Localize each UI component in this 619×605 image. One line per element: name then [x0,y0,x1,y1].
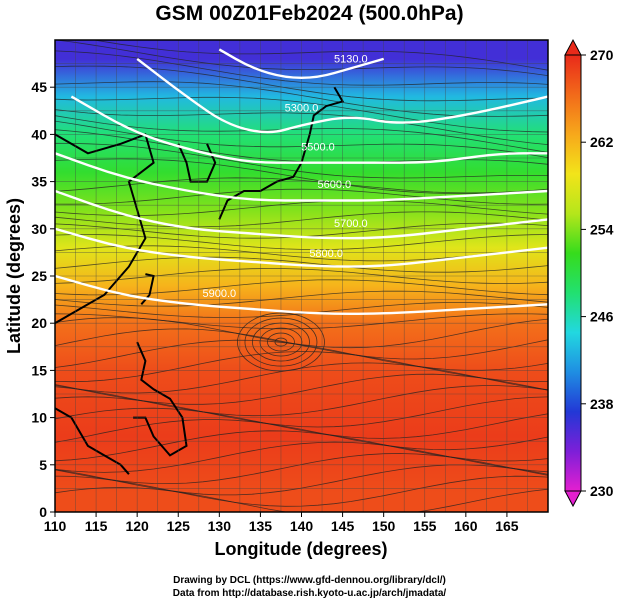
y-tick-label: 20 [31,315,47,331]
colorbar-tick-label: 254 [590,221,614,237]
x-tick-label: 130 [208,518,232,534]
credit-drawing: Drawing by DCL (https://www.gfd-dennou.o… [173,575,446,586]
x-axis-ticks: 110 115 120 125 130 135 140 145 150 155 160 165 [44,512,519,534]
contour-label: 5800.0 [309,248,343,260]
contour-line [70,95,548,164]
contour-label: 5130.0 [334,54,368,66]
y-tick-label: 35 [31,174,47,190]
contour-line [218,48,385,80]
x-tick-label: 120 [125,518,149,534]
coastline [218,86,345,220]
colorbar-tick-label: 246 [590,309,614,325]
x-tick-label: 145 [331,518,355,534]
y-tick-label: 45 [31,79,47,95]
contour-label: 5300.0 [285,103,319,115]
contour-label: 5600.0 [318,179,352,191]
height-contours: 5130.0 5300.0 5500.0 5600.0 5700.0 5800.0 5900… [55,48,548,316]
y-tick-label: 15 [31,362,47,378]
colorbar-tick-label: 270 [590,47,614,63]
colorbar-tick-label: 238 [590,396,614,412]
y-tick-label: 25 [31,268,47,284]
contour-line [55,227,548,268]
contour-label: 5500.0 [301,141,335,153]
y-axis-ticks: 0 5 10 15 20 25 30 35 40 45 [31,79,55,520]
x-axis-label: Longitude (degrees) [214,539,387,559]
y-tick-label: 5 [39,457,47,473]
colorbar: 230 238 246 254 262 270 [564,38,614,508]
colorbar-gradient [564,54,582,492]
contour-line [55,274,548,316]
y-tick-label: 10 [31,410,47,426]
contour-label: 5700.0 [334,218,368,230]
chart-title: GSM 00Z01Feb2024 (500.0hPa) [155,2,464,25]
x-tick-label: 150 [372,518,396,534]
contour-line [55,152,548,202]
contour-line [55,189,548,240]
y-tick-label: 40 [31,126,47,142]
x-tick-label: 110 [44,518,67,534]
credits: Drawing by DCL (https://www.gfd-dennou.o… [0,574,619,600]
x-tick-label: 165 [495,518,519,534]
y-tick-label: 0 [39,504,47,520]
contour-label: 5900.0 [203,288,237,300]
x-tick-label: 140 [290,518,314,534]
y-axis-label: Latitude (degrees) [4,198,24,354]
grid-lines [55,40,548,512]
x-tick-label: 155 [413,518,437,534]
colorbar-ticks: 230 238 246 254 262 270 [581,47,614,499]
x-tick-label: 125 [167,518,191,534]
colorbar-tick-label: 262 [590,134,614,150]
x-tick-label: 135 [249,518,273,534]
coastline [55,133,155,325]
x-tick-label: 160 [454,518,478,534]
x-tick-label: 115 [85,518,108,534]
colorbar-max-arrow [564,38,582,56]
colorbar-min-arrow [564,490,582,508]
plot-area: 5130.0 5300.0 5500.0 5600.0 5700.0 5800.0 5900… [54,39,549,513]
contour-line [136,57,548,134]
credit-data: Data from http://database.rish.kyoto-u.a… [172,588,447,599]
y-tick-label: 30 [31,221,47,237]
colorbar-tick-label: 230 [590,483,614,499]
